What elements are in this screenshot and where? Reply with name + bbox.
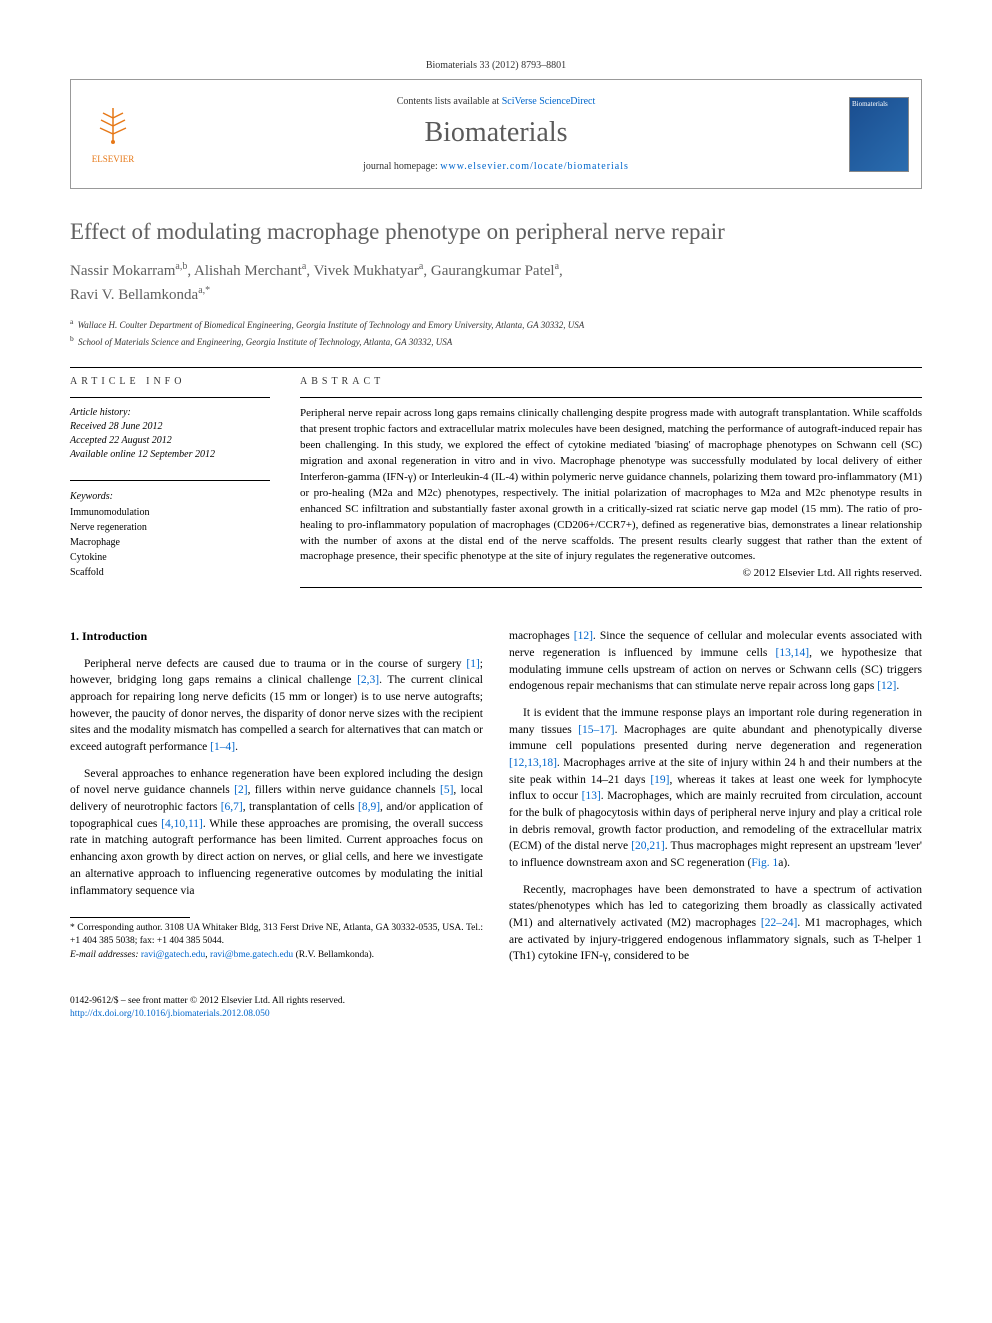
received-date: Received 28 June 2012 <box>70 420 270 434</box>
intro-p1: Peripheral nerve defects are caused due … <box>70 656 483 756</box>
ref-22-24[interactable]: [22–24] <box>761 917 797 929</box>
p3g: a). <box>778 857 790 869</box>
ref-13[interactable]: [13] <box>582 790 601 802</box>
banner-center: Contents lists available at SciVerse Sci… <box>143 96 849 172</box>
journal-name: Biomaterials <box>143 117 849 149</box>
keyword-4: Cytokine <box>70 550 270 565</box>
author-comma: , <box>559 263 563 279</box>
intro-p4: Recently, macrophages have been demonstr… <box>509 882 922 965</box>
ref-1[interactable]: [1] <box>466 658 479 670</box>
header-citation: Biomaterials 33 (2012) 8793–8801 <box>70 60 922 71</box>
ref-p2-3[interactable]: [6,7] <box>221 801 243 813</box>
ref-1-4[interactable]: [1–4] <box>210 741 235 753</box>
right-column: macrophages [12]. Since the sequence of … <box>509 628 922 975</box>
homepage-line: journal homepage: www.elsevier.com/locat… <box>143 161 849 172</box>
ref-12b[interactable]: [12] <box>877 680 896 692</box>
footnote-separator <box>70 917 190 918</box>
footnotes: * Corresponding author. 3108 UA Whitaker… <box>70 922 483 962</box>
intro-p3: It is evident that the immune response p… <box>509 705 922 872</box>
p1a: Peripheral nerve defects are caused due … <box>84 658 466 670</box>
affil-b-sup: b <box>70 334 74 343</box>
doi-link[interactable]: http://dx.doi.org/10.1016/j.biomaterials… <box>70 1009 270 1019</box>
ref-p2-2[interactable]: [5] <box>440 784 453 796</box>
ref-2-3[interactable]: [2,3] <box>357 674 379 686</box>
info-divider-2 <box>70 480 270 481</box>
accepted-date: Accepted 22 August 2012 <box>70 434 270 448</box>
article-info-column: ARTICLE INFO Article history: Received 2… <box>70 376 270 596</box>
abstract-column: ABSTRACT Peripheral nerve repair across … <box>300 376 922 596</box>
issn-line: 0142-9612/$ – see front matter © 2012 El… <box>70 995 922 1008</box>
article-title: Effect of modulating macrophage phenotyp… <box>70 219 922 245</box>
contents-prefix: Contents lists available at <box>397 96 502 107</box>
author-1: Nassir Mokarram <box>70 263 175 279</box>
author-4-pre: , Gaurangkumar Patel <box>423 263 554 279</box>
author-2-pre: , Alishah Merchant <box>187 263 302 279</box>
ref-12[interactable]: [12] <box>574 630 593 642</box>
affiliations: a Wallace H. Coulter Department of Biome… <box>70 316 922 349</box>
corresponding-star: * <box>205 285 210 296</box>
info-abstract-row: ARTICLE INFO Article history: Received 2… <box>70 376 922 596</box>
p2d: , transplantation of cells <box>243 801 358 813</box>
homepage-prefix: journal homepage: <box>363 161 440 172</box>
email-1[interactable]: ravi@gatech.edu <box>141 950 205 960</box>
abstract-divider <box>300 397 922 398</box>
sciverse-link[interactable]: SciVerse ScienceDirect <box>502 96 596 107</box>
keywords-label: Keywords: <box>70 489 270 504</box>
journal-cover-thumb: Biomaterials <box>849 97 909 172</box>
p1d: . <box>235 741 238 753</box>
affil-b: School of Materials Science and Engineer… <box>78 337 452 347</box>
divider-top <box>70 367 922 368</box>
ref-p2-1[interactable]: [2] <box>234 784 247 796</box>
elsevier-label: ELSEVIER <box>92 154 135 164</box>
p2ga: macrophages <box>509 630 574 642</box>
info-divider-1 <box>70 397 270 398</box>
body-columns: 1. Introduction Peripheral nerve defects… <box>70 628 922 975</box>
left-column: 1. Introduction Peripheral nerve defects… <box>70 628 483 975</box>
affil-a-sup: a <box>70 317 73 326</box>
email-2[interactable]: ravi@bme.gatech.edu <box>210 950 293 960</box>
contents-line: Contents lists available at SciVerse Sci… <box>143 96 849 107</box>
journal-banner: ELSEVIER Contents lists available at Sci… <box>70 79 922 189</box>
ref-p2-4[interactable]: [8,9] <box>358 801 380 813</box>
authors: Nassir Mokarrama,b, Alishah Merchanta, V… <box>70 259 922 306</box>
intro-p2: Several approaches to enhance regenerati… <box>70 766 483 899</box>
intro-heading: 1. Introduction <box>70 628 483 645</box>
abstract-text: Peripheral nerve repair across long gaps… <box>300 406 922 565</box>
author-3-pre: , Vivek Mukhatyar <box>306 263 419 279</box>
ref-12-18[interactable]: [12,13,18] <box>509 757 557 769</box>
p2gd: . <box>896 680 899 692</box>
keyword-1: Immunomodulation <box>70 505 270 520</box>
author-1-affil: a,b <box>175 261 187 272</box>
ref-20-21[interactable]: [20,21] <box>631 840 665 852</box>
keywords: Keywords: Immunomodulation Nerve regener… <box>70 489 270 580</box>
elsevier-tree-icon <box>83 104 143 154</box>
fig-1-ref[interactable]: Fig. 1 <box>751 857 778 869</box>
ref-p2-5[interactable]: [4,10,11] <box>161 818 203 830</box>
email-suffix: (R.V. Bellamkonda). <box>293 950 374 960</box>
abstract-copyright: © 2012 Elsevier Ltd. All rights reserved… <box>300 567 922 579</box>
article-info-title: ARTICLE INFO <box>70 376 270 387</box>
keyword-3: Macrophage <box>70 535 270 550</box>
email-label: E-mail addresses: <box>70 950 141 960</box>
corresponding-note: * Corresponding author. 3108 UA Whitaker… <box>70 922 483 949</box>
keyword-2: Nerve regeneration <box>70 520 270 535</box>
keyword-5: Scaffold <box>70 565 270 580</box>
ref-15-17[interactable]: [15–17] <box>578 724 614 736</box>
online-date: Available online 12 September 2012 <box>70 448 270 462</box>
ref-13-14[interactable]: [13,14] <box>776 647 810 659</box>
history-label: Article history: <box>70 406 270 420</box>
article-history: Article history: Received 28 June 2012 A… <box>70 406 270 462</box>
email-line: E-mail addresses: ravi@gatech.edu, ravi@… <box>70 949 483 962</box>
author-5: Ravi V. Bellamkonda <box>70 287 198 303</box>
elsevier-logo: ELSEVIER <box>83 104 143 164</box>
abstract-title: ABSTRACT <box>300 376 922 387</box>
bottom-bar: 0142-9612/$ – see front matter © 2012 El… <box>70 995 922 1022</box>
homepage-link[interactable]: www.elsevier.com/locate/biomaterials <box>440 161 629 172</box>
intro-p2-cont: macrophages [12]. Since the sequence of … <box>509 628 922 695</box>
p2b: , fillers within nerve guidance channels <box>248 784 440 796</box>
ref-19[interactable]: [19] <box>650 774 669 786</box>
affil-a: Wallace H. Coulter Department of Biomedi… <box>78 320 585 330</box>
abstract-divider-bottom <box>300 587 922 588</box>
